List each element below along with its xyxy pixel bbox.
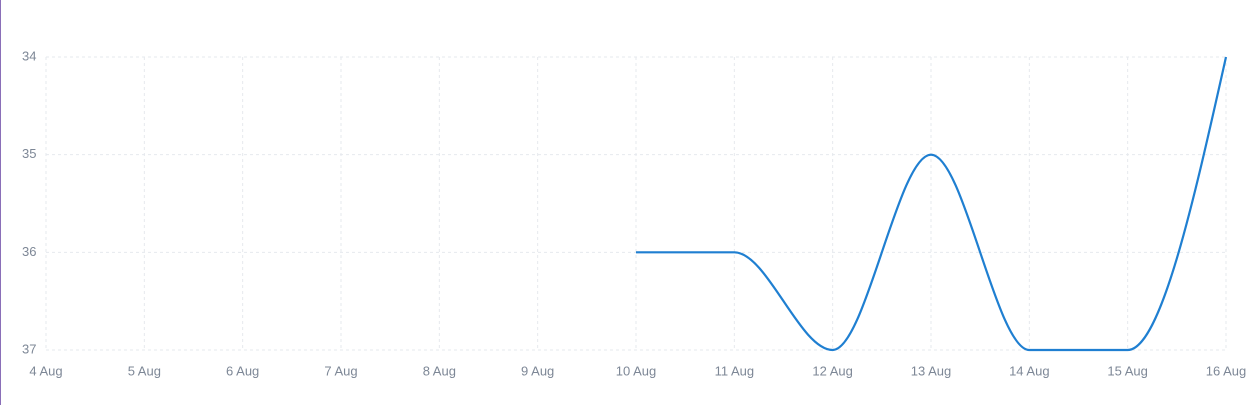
x-tick-label: 12 Aug: [812, 363, 853, 378]
x-tick-label: 8 Aug: [423, 363, 456, 378]
y-tick-label: 34: [22, 48, 36, 63]
x-tick-label: 10 Aug: [616, 363, 657, 378]
x-tick-label: 4 Aug: [29, 363, 62, 378]
x-tick-label: 9 Aug: [521, 363, 554, 378]
x-tick-label: 5 Aug: [128, 363, 161, 378]
data-line: [635, 56, 1228, 352]
y-tick-label: 37: [22, 341, 36, 356]
x-tick-label: 16 Aug: [1206, 363, 1247, 378]
x-tick-label: 15 Aug: [1107, 363, 1148, 378]
x-tick-label: 6 Aug: [226, 363, 259, 378]
x-tick-label: 11 Aug: [715, 363, 755, 378]
x-tick-label: 14 Aug: [1009, 363, 1050, 378]
y-tick-label: 36: [22, 244, 36, 259]
x-tick-label: 7 Aug: [324, 363, 357, 378]
x-tick-label: 13 Aug: [911, 363, 952, 378]
y-tick-label: 35: [22, 146, 36, 161]
